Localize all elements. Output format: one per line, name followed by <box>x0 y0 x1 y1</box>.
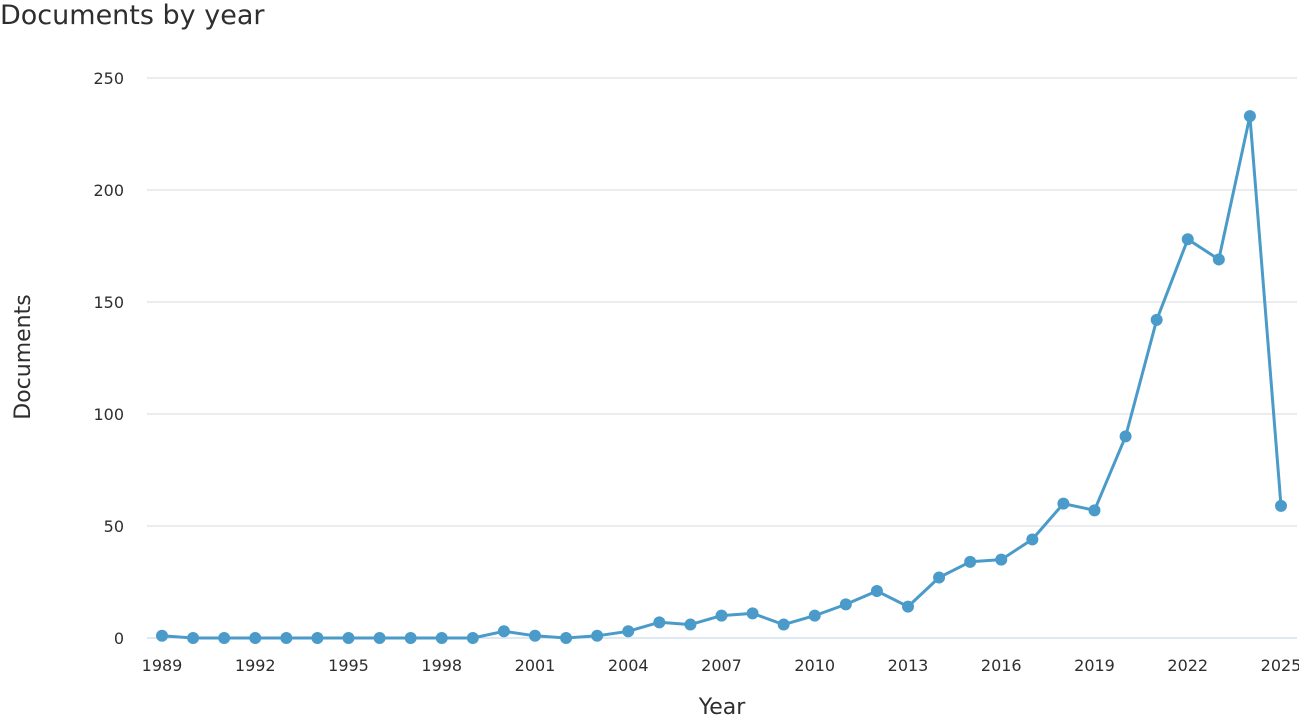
y-tick-label: 150 <box>93 293 124 312</box>
x-tick-label: 2016 <box>981 656 1022 675</box>
y-tick-label: 50 <box>104 517 124 536</box>
data-point-1999[interactable] <box>466 632 479 644</box>
chart-title: Documents by year <box>0 0 265 31</box>
data-point-1990[interactable] <box>187 632 200 644</box>
data-point-2006[interactable] <box>684 618 697 631</box>
data-point-2000[interactable] <box>497 625 510 638</box>
grid-lines <box>147 77 1297 639</box>
x-tick-label: 1992 <box>235 656 276 675</box>
data-point-2014[interactable] <box>933 571 946 584</box>
x-tick-label: 2004 <box>608 656 649 675</box>
data-point-2007[interactable] <box>715 609 728 622</box>
x-tick-label: 2010 <box>794 656 835 675</box>
data-point-2011[interactable] <box>839 598 852 611</box>
data-point-2013[interactable] <box>902 600 914 613</box>
data-point-1995[interactable] <box>342 632 355 644</box>
data-point-2008[interactable] <box>746 607 759 620</box>
data-point-2010[interactable] <box>808 609 821 622</box>
data-point-2003[interactable] <box>591 629 604 642</box>
x-tick-label: 1995 <box>328 656 369 675</box>
data-point-2012[interactable] <box>870 584 883 597</box>
x-axis-ticks: 1989 1992 1995 1998 2001 2004 2007 2010 2013 2016… <box>142 656 1299 675</box>
x-tick-label: 2025 <box>1261 656 1299 675</box>
data-point-1996[interactable] <box>373 632 386 644</box>
data-points <box>156 110 1287 644</box>
data-point-2022[interactable] <box>1181 233 1194 246</box>
y-axis-title: Documents <box>11 294 36 419</box>
series-polyline <box>161 114 1283 640</box>
data-point-1994[interactable] <box>311 632 324 644</box>
x-tick-label: 2019 <box>1074 656 1115 675</box>
data-point-2016[interactable] <box>995 553 1008 566</box>
data-point-2004[interactable] <box>622 625 635 638</box>
y-axis-ticks: 0 50 100 150 200 250 <box>93 69 124 648</box>
data-point-2018[interactable] <box>1057 497 1070 510</box>
data-point-1989[interactable] <box>156 629 168 642</box>
x-axis-title: Year <box>698 695 747 716</box>
data-point-2021[interactable] <box>1150 313 1163 326</box>
x-tick-label: 1989 <box>142 656 183 675</box>
y-tick-label: 250 <box>93 69 124 88</box>
x-tick-label: 2022 <box>1167 656 1208 675</box>
x-tick-label: 2007 <box>701 656 742 675</box>
data-point-2017[interactable] <box>1026 533 1039 546</box>
data-point-2025[interactable] <box>1275 499 1287 512</box>
data-point-2024[interactable] <box>1243 110 1256 123</box>
data-point-1993[interactable] <box>280 632 293 644</box>
x-tick-label: 2013 <box>888 656 929 675</box>
data-point-1991[interactable] <box>218 632 231 644</box>
x-tick-label: 1998 <box>421 656 462 675</box>
data-point-2019[interactable] <box>1088 504 1101 517</box>
data-point-2023[interactable] <box>1212 253 1225 266</box>
data-point-1997[interactable] <box>404 632 417 644</box>
y-tick-label: 100 <box>93 405 124 424</box>
data-point-2001[interactable] <box>529 629 541 642</box>
y-tick-label: 200 <box>93 181 124 200</box>
data-point-2009[interactable] <box>777 618 790 631</box>
data-point-2020[interactable] <box>1119 430 1132 443</box>
y-tick-label: 0 <box>114 629 124 648</box>
data-point-2005[interactable] <box>653 616 666 629</box>
data-point-2002[interactable] <box>560 632 573 644</box>
x-tick-label: 2001 <box>515 656 556 675</box>
data-point-2015[interactable] <box>964 555 977 568</box>
series-line <box>161 114 1283 640</box>
data-point-1992[interactable] <box>249 632 262 644</box>
data-point-1998[interactable] <box>435 632 448 644</box>
